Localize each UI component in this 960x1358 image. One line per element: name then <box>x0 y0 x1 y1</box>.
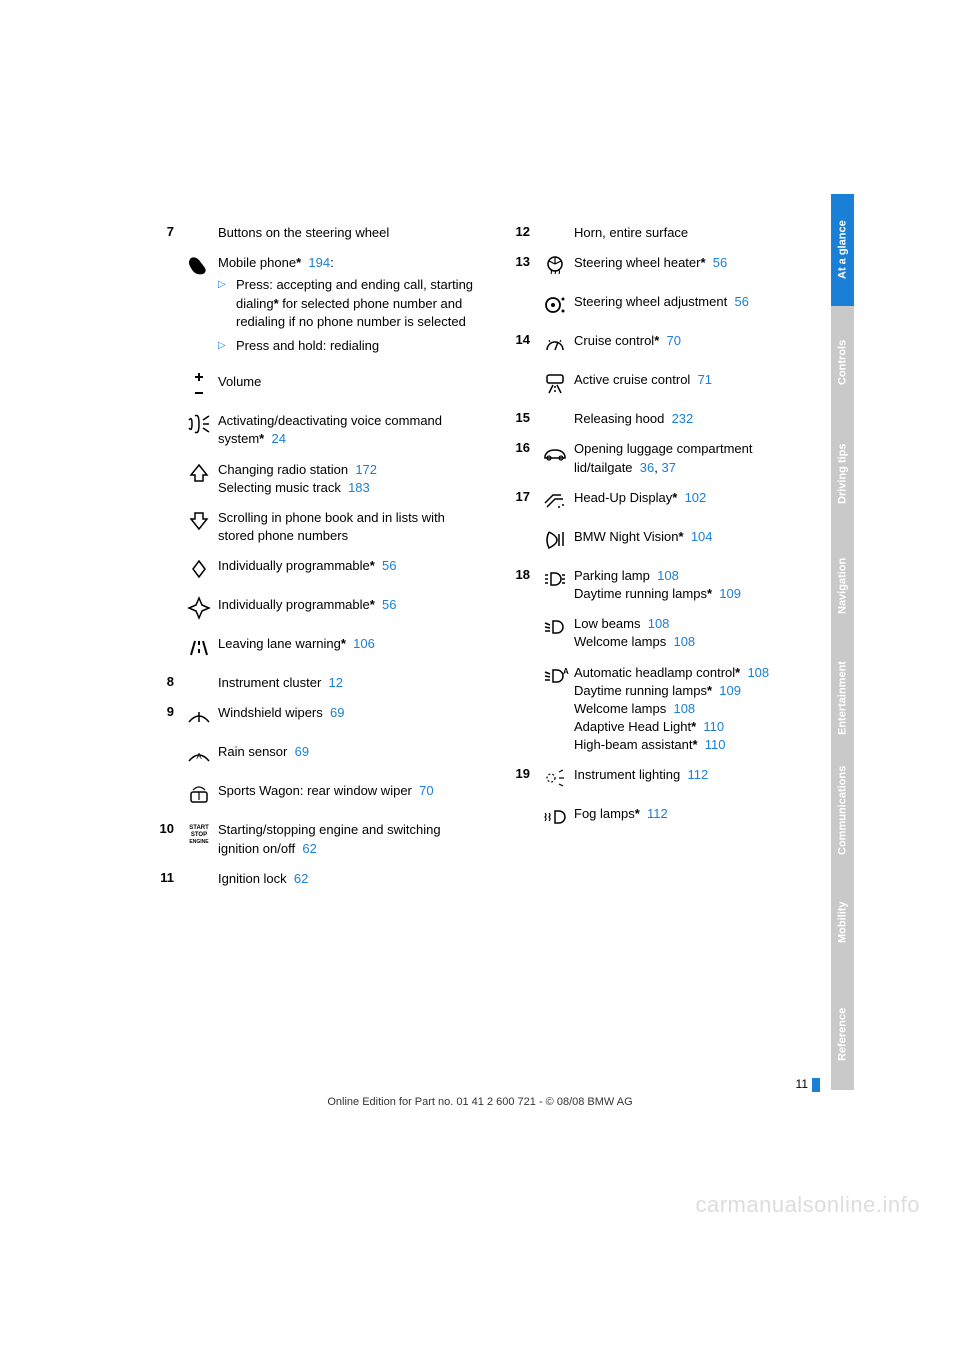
entry-row-parklamp: 18 Parking lamp 108Daytime running lamps… <box>514 567 838 603</box>
lowbeam-icon <box>536 615 574 651</box>
watermark: carmanualsonline.info <box>695 1192 920 1218</box>
entry-15: 15 Releasing hood 232 <box>514 410 838 428</box>
nightvision-icon <box>536 528 574 555</box>
entry-row-wheelheat: 13 Steering wheel heater* 56 <box>514 254 838 281</box>
svg-text:START: START <box>189 825 209 831</box>
entry-row-phone: Mobile phone* 194:▷Press: accepting and … <box>158 254 482 361</box>
startstop-icon: STARTSTOPENGINE <box>180 821 218 857</box>
voice-icon <box>180 412 218 448</box>
wheeladj-icon <box>536 293 574 320</box>
entry-row-diamond2: Individually programmable* 56 <box>158 596 482 623</box>
entry-row-rainsensor: A Rain sensor 69 <box>158 743 482 770</box>
plusminus-icon <box>180 373 218 400</box>
entry-row-hud: 17 Head-Up Display* 102 <box>514 489 838 516</box>
entry-row-up: Changing radio station 172Selecting musi… <box>158 461 482 497</box>
lane-icon <box>180 635 218 662</box>
tab-controls[interactable]: Controls <box>831 306 854 418</box>
instlight-icon <box>536 766 574 793</box>
entry-row-wheeladj: Steering wheel adjustment 56 <box>514 293 838 320</box>
entry-8: 8 Instrument cluster 12 <box>158 674 482 692</box>
rainsensor-icon: A <box>180 743 218 770</box>
right-column: 12 Horn, entire surface 13 Steering whee… <box>514 224 838 900</box>
entry-row-lane: Leaving lane warning* 106 <box>158 635 482 662</box>
tab-entertainment[interactable]: Entertainment <box>831 642 854 754</box>
diamond2-icon <box>180 596 218 623</box>
rearwiper-icon <box>180 782 218 809</box>
tab-communications[interactable]: Communications <box>831 754 854 866</box>
entry-row-down: Scrolling in phone book and in lists wit… <box>158 509 482 545</box>
tab-at-a-glance[interactable]: At a glance <box>831 194 854 306</box>
svg-text:A: A <box>563 667 569 676</box>
entry-row-trunk: 16 Opening luggage compartment lid/tailg… <box>514 440 838 476</box>
section-tabs: At a glanceControlsDriving tipsNavigatio… <box>831 194 854 1090</box>
tab-reference[interactable]: Reference <box>831 978 854 1090</box>
entry-12: 12 Horn, entire surface <box>514 224 838 242</box>
autohead-icon: A <box>536 664 574 755</box>
down-icon <box>180 509 218 545</box>
entry-row-wiper: 9 Windshield wipers 69 <box>158 704 482 731</box>
entry-row-diamond1: Individually programmable* 56 <box>158 557 482 584</box>
up-icon <box>180 461 218 497</box>
footer-text: Online Edition for Part no. 01 41 2 600 … <box>0 1096 960 1108</box>
entry-row-voice: Activating/deactivating voice command sy… <box>158 412 482 448</box>
hud-icon <box>536 489 574 516</box>
phone-icon <box>180 254 218 361</box>
wiper-icon <box>180 704 218 731</box>
tab-driving-tips[interactable]: Driving tips <box>831 418 854 530</box>
entry-row-instlight: 19 Instrument lighting 112 <box>514 766 838 793</box>
activecruise-icon <box>536 371 574 398</box>
entry-row-cruise: 14 Cruise control* 70 <box>514 332 838 359</box>
trunk-icon <box>536 440 574 476</box>
entry-row-startstop: 10 STARTSTOPENGINE Starting/stopping eng… <box>158 821 482 857</box>
diamond1-icon <box>180 557 218 584</box>
entry-row-autohead: A Automatic headlamp control* 108Daytime… <box>514 664 838 755</box>
svg-text:ENGINE: ENGINE <box>189 839 209 845</box>
svg-text:A: A <box>196 752 202 761</box>
entry-row-rearwiper: Sports Wagon: rear window wiper 70 <box>158 782 482 809</box>
entry-row-nightvision: BMW Night Vision* 104 <box>514 528 838 555</box>
entry-row-activecruise: Active cruise control 71 <box>514 371 838 398</box>
svg-text:STOP: STOP <box>191 832 207 838</box>
foglamp-icon <box>536 805 574 832</box>
entry-row-lowbeam: Low beams 108Welcome lamps 108 <box>514 615 838 651</box>
cruise-icon <box>536 332 574 359</box>
wheelheat-icon <box>536 254 574 281</box>
entry-11: 11 Ignition lock 62 <box>158 870 482 888</box>
tab-navigation[interactable]: Navigation <box>831 530 854 642</box>
entry-7: 7 Buttons on the steering wheel <box>158 224 482 242</box>
page-number: 11 <box>796 1077 830 1092</box>
left-column: 7 Buttons on the steering wheel Mobile p… <box>158 224 482 900</box>
entry-row-plusminus: Volume <box>158 373 482 400</box>
entry-row-foglamp: Fog lamps* 112 <box>514 805 838 832</box>
tab-mobility[interactable]: Mobility <box>831 866 854 978</box>
parklamp-icon <box>536 567 574 603</box>
